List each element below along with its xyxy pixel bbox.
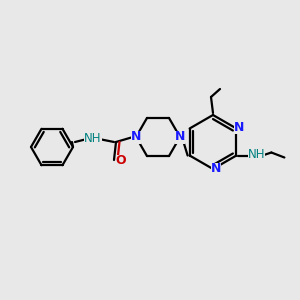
Text: O: O bbox=[116, 154, 126, 167]
Text: NH: NH bbox=[84, 131, 102, 145]
Text: N: N bbox=[234, 121, 244, 134]
Text: NH: NH bbox=[248, 148, 265, 161]
Text: N: N bbox=[211, 163, 221, 176]
Text: N: N bbox=[175, 130, 185, 143]
Text: N: N bbox=[131, 130, 141, 143]
